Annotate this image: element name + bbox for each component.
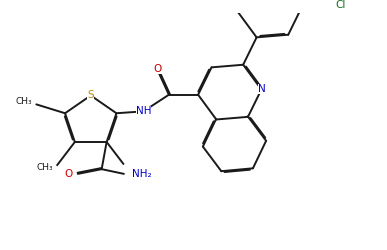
Text: NH: NH: [136, 106, 151, 116]
Text: Cl: Cl: [335, 0, 346, 10]
Text: S: S: [87, 90, 94, 101]
Text: O: O: [65, 169, 73, 179]
Text: NH₂: NH₂: [132, 169, 151, 179]
Text: N: N: [257, 84, 265, 94]
Text: O: O: [154, 64, 162, 74]
Text: CH₃: CH₃: [36, 162, 53, 172]
Text: CH₃: CH₃: [16, 97, 33, 106]
